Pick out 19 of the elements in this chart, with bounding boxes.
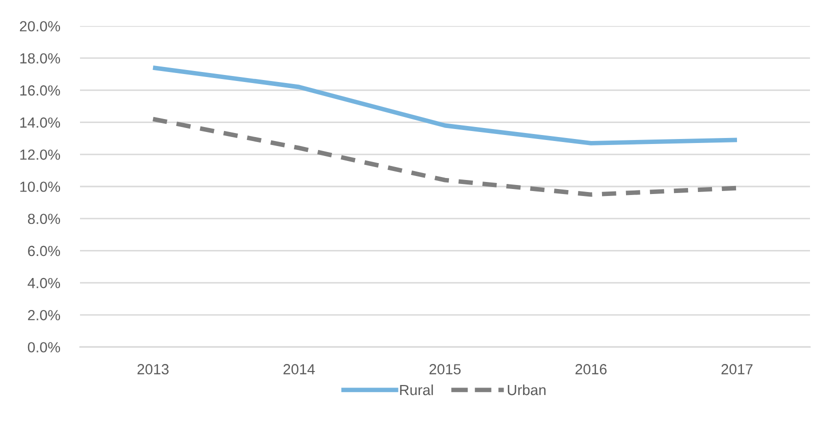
y-tick-label: 12.0% bbox=[20, 150, 60, 160]
y-tick-label: 10.0% bbox=[20, 182, 60, 192]
line-series bbox=[150, 66, 740, 146]
x-tick-label: 2015 bbox=[430, 364, 461, 374]
x-tick-label: 2017 bbox=[722, 364, 752, 374]
y-tick-label: 20.0% bbox=[20, 21, 60, 32]
y-tick-label: 18.0% bbox=[20, 53, 60, 64]
y-tick-label: 8.0% bbox=[28, 214, 60, 224]
legend-label: Urban bbox=[508, 384, 546, 396]
x-tick-label: 2016 bbox=[576, 364, 607, 374]
y-tick-label: 6.0% bbox=[28, 246, 60, 256]
x-tick-label: 2013 bbox=[138, 364, 169, 374]
y-tick-label: 0.0% bbox=[28, 342, 60, 352]
x-tick-label: 2014 bbox=[284, 364, 315, 374]
y-tick-label: 16.0% bbox=[20, 85, 60, 96]
y-tick-label: 4.0% bbox=[28, 278, 60, 288]
y-tick-label: 14.0% bbox=[20, 117, 60, 128]
y-tick-label: 2.0% bbox=[28, 310, 60, 320]
legend-label: Rural bbox=[400, 384, 433, 396]
